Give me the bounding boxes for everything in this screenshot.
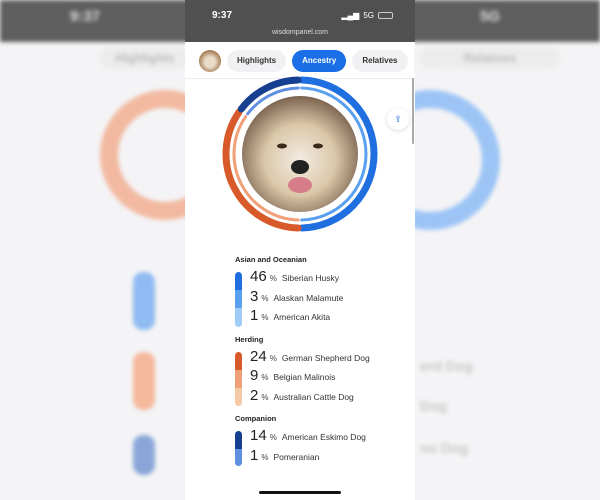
percent-sign: % (261, 293, 269, 303)
breed-name: Pomeranian (273, 451, 320, 462)
breed-name: Australian Cattle Dog (273, 391, 354, 402)
ring-arc-2 (237, 76, 302, 113)
share-icon[interactable]: ⇪ (387, 108, 409, 130)
breed-percent: 9 (250, 367, 259, 384)
breed-row[interactable]: 1% Pomeranian (250, 447, 366, 467)
breed-row[interactable]: 46% Siberian Husky (250, 268, 343, 288)
breed-row[interactable]: 1% American Akita (250, 307, 343, 327)
ring-arc-1 (222, 108, 302, 232)
ring-arc-1 (232, 115, 300, 222)
breed-name: German Shepherd Dog (281, 352, 370, 363)
home-indicator[interactable] (259, 491, 341, 494)
percent-sign: % (269, 433, 277, 442)
status-bar: 9:37 ▂▄▆ 5G wisdompanel.com (185, 0, 415, 42)
tab-highlights[interactable]: Highlights (227, 49, 287, 72)
percent-sign: % (261, 313, 269, 322)
dog-photo (242, 96, 358, 212)
clock: 9:37 (212, 10, 233, 21)
battery-icon (378, 12, 393, 19)
breed-row[interactable]: 3% Alaskan Malamute (250, 288, 343, 308)
signal: ▂▄▆ 5G (341, 11, 393, 20)
url-bar[interactable]: wisdompanel.com (271, 29, 329, 36)
percent-sign: % (261, 452, 269, 462)
group-color-bar (235, 431, 242, 466)
percent-sign: % (269, 274, 277, 283)
breed-row[interactable]: 9% Belgian Malinois (250, 367, 370, 387)
breed-percent: 14 (250, 427, 267, 444)
breed-group: 14% American Eskimo Dog 1% Pomeranian (235, 427, 410, 466)
breed-name: American Akita (273, 312, 331, 322)
breed-percent: 1 (250, 307, 259, 324)
group-color-bar (235, 351, 242, 406)
breed-name: Alaskan Malamute (273, 292, 344, 303)
breed-row[interactable]: 2% Australian Cattle Dog (250, 387, 370, 407)
breed-percent: 24 (250, 347, 267, 365)
group-title: Herding (235, 334, 264, 344)
breed-row[interactable]: 24% German Shepherd Dog (250, 348, 370, 368)
breed-percent: 3 (250, 287, 259, 305)
ring-arc-0 (300, 86, 368, 222)
scrollbar[interactable] (412, 78, 414, 144)
percent-sign: % (261, 392, 269, 402)
breed-percent: 1 (250, 446, 259, 464)
ring-arc-2 (246, 86, 300, 116)
tab-more[interactable] (413, 49, 415, 72)
breed-percent: 2 (250, 386, 259, 404)
group-color-bar (235, 272, 242, 327)
phone-screen: 9:37 ▂▄▆ 5G wisdompanel.com Highlights An… (185, 0, 415, 500)
dog-avatar[interactable] (199, 49, 221, 72)
tab-bar: Highlights Ancestry Relatives (185, 42, 415, 74)
breed-group: 24% German Shepherd Dog 9% Belgian Malinois… (235, 348, 410, 407)
ancestry-ring (220, 74, 380, 234)
group-title: Asian and Oceanian (235, 255, 307, 264)
ring-arc-0 (298, 76, 378, 232)
breed-row[interactable]: 14% American Eskimo Dog (250, 427, 366, 447)
tab-ancestry[interactable]: Ancestry (292, 49, 347, 72)
ancestry-list: Asian and Oceanian 46% Siberian Husky 3% Ala… (235, 255, 410, 474)
group-title: Companion (235, 414, 277, 423)
breed-name: Siberian Husky (281, 273, 339, 283)
breed-percent: 46 (250, 268, 267, 285)
breed-name: American Eskimo Dog (281, 432, 366, 442)
breed-group: 46% Siberian Husky 3% Alaskan Malamute 1% Ame… (235, 268, 410, 327)
breed-name: Belgian Malinois (273, 372, 336, 382)
percent-sign: % (261, 373, 269, 382)
tab-relatives[interactable]: Relatives (352, 49, 408, 72)
percent-sign: % (269, 353, 277, 363)
